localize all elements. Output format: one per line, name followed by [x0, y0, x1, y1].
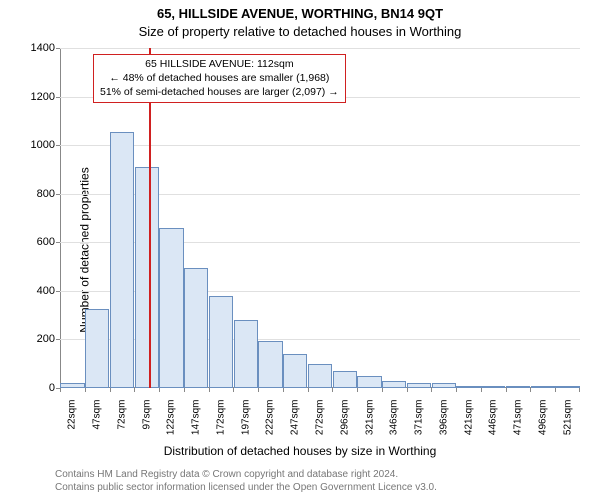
- y-tick-label: 600: [15, 236, 55, 248]
- y-tick-mark: [56, 291, 60, 292]
- annotation-box: 65 HILLSIDE AVENUE: 112sqm← 48% of detac…: [93, 54, 346, 103]
- attribution: Contains HM Land Registry data © Crown c…: [55, 468, 437, 494]
- histogram-bar: [209, 296, 233, 388]
- x-tick-mark: [258, 388, 259, 392]
- x-tick-mark: [159, 388, 160, 392]
- annotation-line-1: 65 HILLSIDE AVENUE: 112sqm: [100, 57, 339, 71]
- y-axis-line: [60, 48, 61, 388]
- attribution-line-2: Contains public sector information licen…: [55, 481, 437, 494]
- histogram-bar: [481, 386, 505, 388]
- x-tick-mark: [332, 388, 333, 392]
- y-tick-mark: [56, 48, 60, 49]
- x-tick-mark: [382, 388, 383, 392]
- histogram-bar: [258, 341, 282, 388]
- plot-area: 020040060080010001200140022sqm47sqm72sqm…: [60, 48, 580, 388]
- x-tick-mark: [431, 388, 432, 392]
- histogram-bar: [234, 320, 258, 388]
- x-tick-mark: [233, 388, 234, 392]
- x-tick-mark: [110, 388, 111, 392]
- x-tick-mark: [308, 388, 309, 392]
- y-tick-label: 400: [15, 285, 55, 297]
- histogram-bar: [555, 386, 579, 388]
- histogram-bar: [60, 383, 84, 388]
- histogram-bar: [184, 268, 208, 388]
- histogram-bar: [159, 228, 183, 388]
- y-tick-label: 1000: [15, 139, 55, 151]
- histogram-bar: [110, 132, 134, 388]
- chart-container: 65, HILLSIDE AVENUE, WORTHING, BN14 9QT …: [0, 0, 600, 500]
- annotation-line-2: ← 48% of detached houses are smaller (1,…: [100, 71, 339, 85]
- chart-title-sub: Size of property relative to detached ho…: [0, 24, 600, 39]
- x-tick-mark: [579, 388, 580, 392]
- histogram-bar: [382, 381, 406, 388]
- x-tick-mark: [134, 388, 135, 392]
- histogram-bar: [531, 386, 555, 388]
- gridline: [60, 48, 580, 49]
- histogram-bar: [357, 376, 381, 388]
- histogram-bar: [283, 354, 307, 388]
- y-tick-label: 1400: [15, 42, 55, 54]
- x-tick-mark: [60, 388, 61, 392]
- x-tick-mark: [481, 388, 482, 392]
- y-tick-label: 1200: [15, 91, 55, 103]
- x-tick-mark: [407, 388, 408, 392]
- x-tick-mark: [456, 388, 457, 392]
- y-tick-mark: [56, 194, 60, 195]
- histogram-bar: [432, 383, 456, 388]
- y-tick-label: 800: [15, 188, 55, 200]
- y-tick-mark: [56, 339, 60, 340]
- x-tick-mark: [184, 388, 185, 392]
- y-tick-mark: [56, 97, 60, 98]
- x-tick-mark: [530, 388, 531, 392]
- histogram-bar: [456, 386, 480, 388]
- histogram-bar: [85, 309, 109, 388]
- y-tick-label: 200: [15, 333, 55, 345]
- x-tick-mark: [357, 388, 358, 392]
- gridline: [60, 145, 580, 146]
- x-tick-mark: [555, 388, 556, 392]
- attribution-line-1: Contains HM Land Registry data © Crown c…: [55, 468, 437, 481]
- histogram-bar: [506, 386, 530, 388]
- x-tick-mark: [209, 388, 210, 392]
- histogram-bar: [407, 383, 431, 388]
- x-tick-mark: [506, 388, 507, 392]
- annotation-line-3: 51% of semi-detached houses are larger (…: [100, 85, 339, 99]
- x-tick-mark: [85, 388, 86, 392]
- histogram-bar: [135, 167, 159, 388]
- x-tick-mark: [283, 388, 284, 392]
- x-axis-label: Distribution of detached houses by size …: [0, 444, 600, 458]
- histogram-bar: [333, 371, 357, 388]
- y-tick-label: 0: [15, 382, 55, 394]
- y-tick-mark: [56, 242, 60, 243]
- y-tick-mark: [56, 145, 60, 146]
- histogram-bar: [308, 364, 332, 388]
- chart-title-main: 65, HILLSIDE AVENUE, WORTHING, BN14 9QT: [0, 6, 600, 21]
